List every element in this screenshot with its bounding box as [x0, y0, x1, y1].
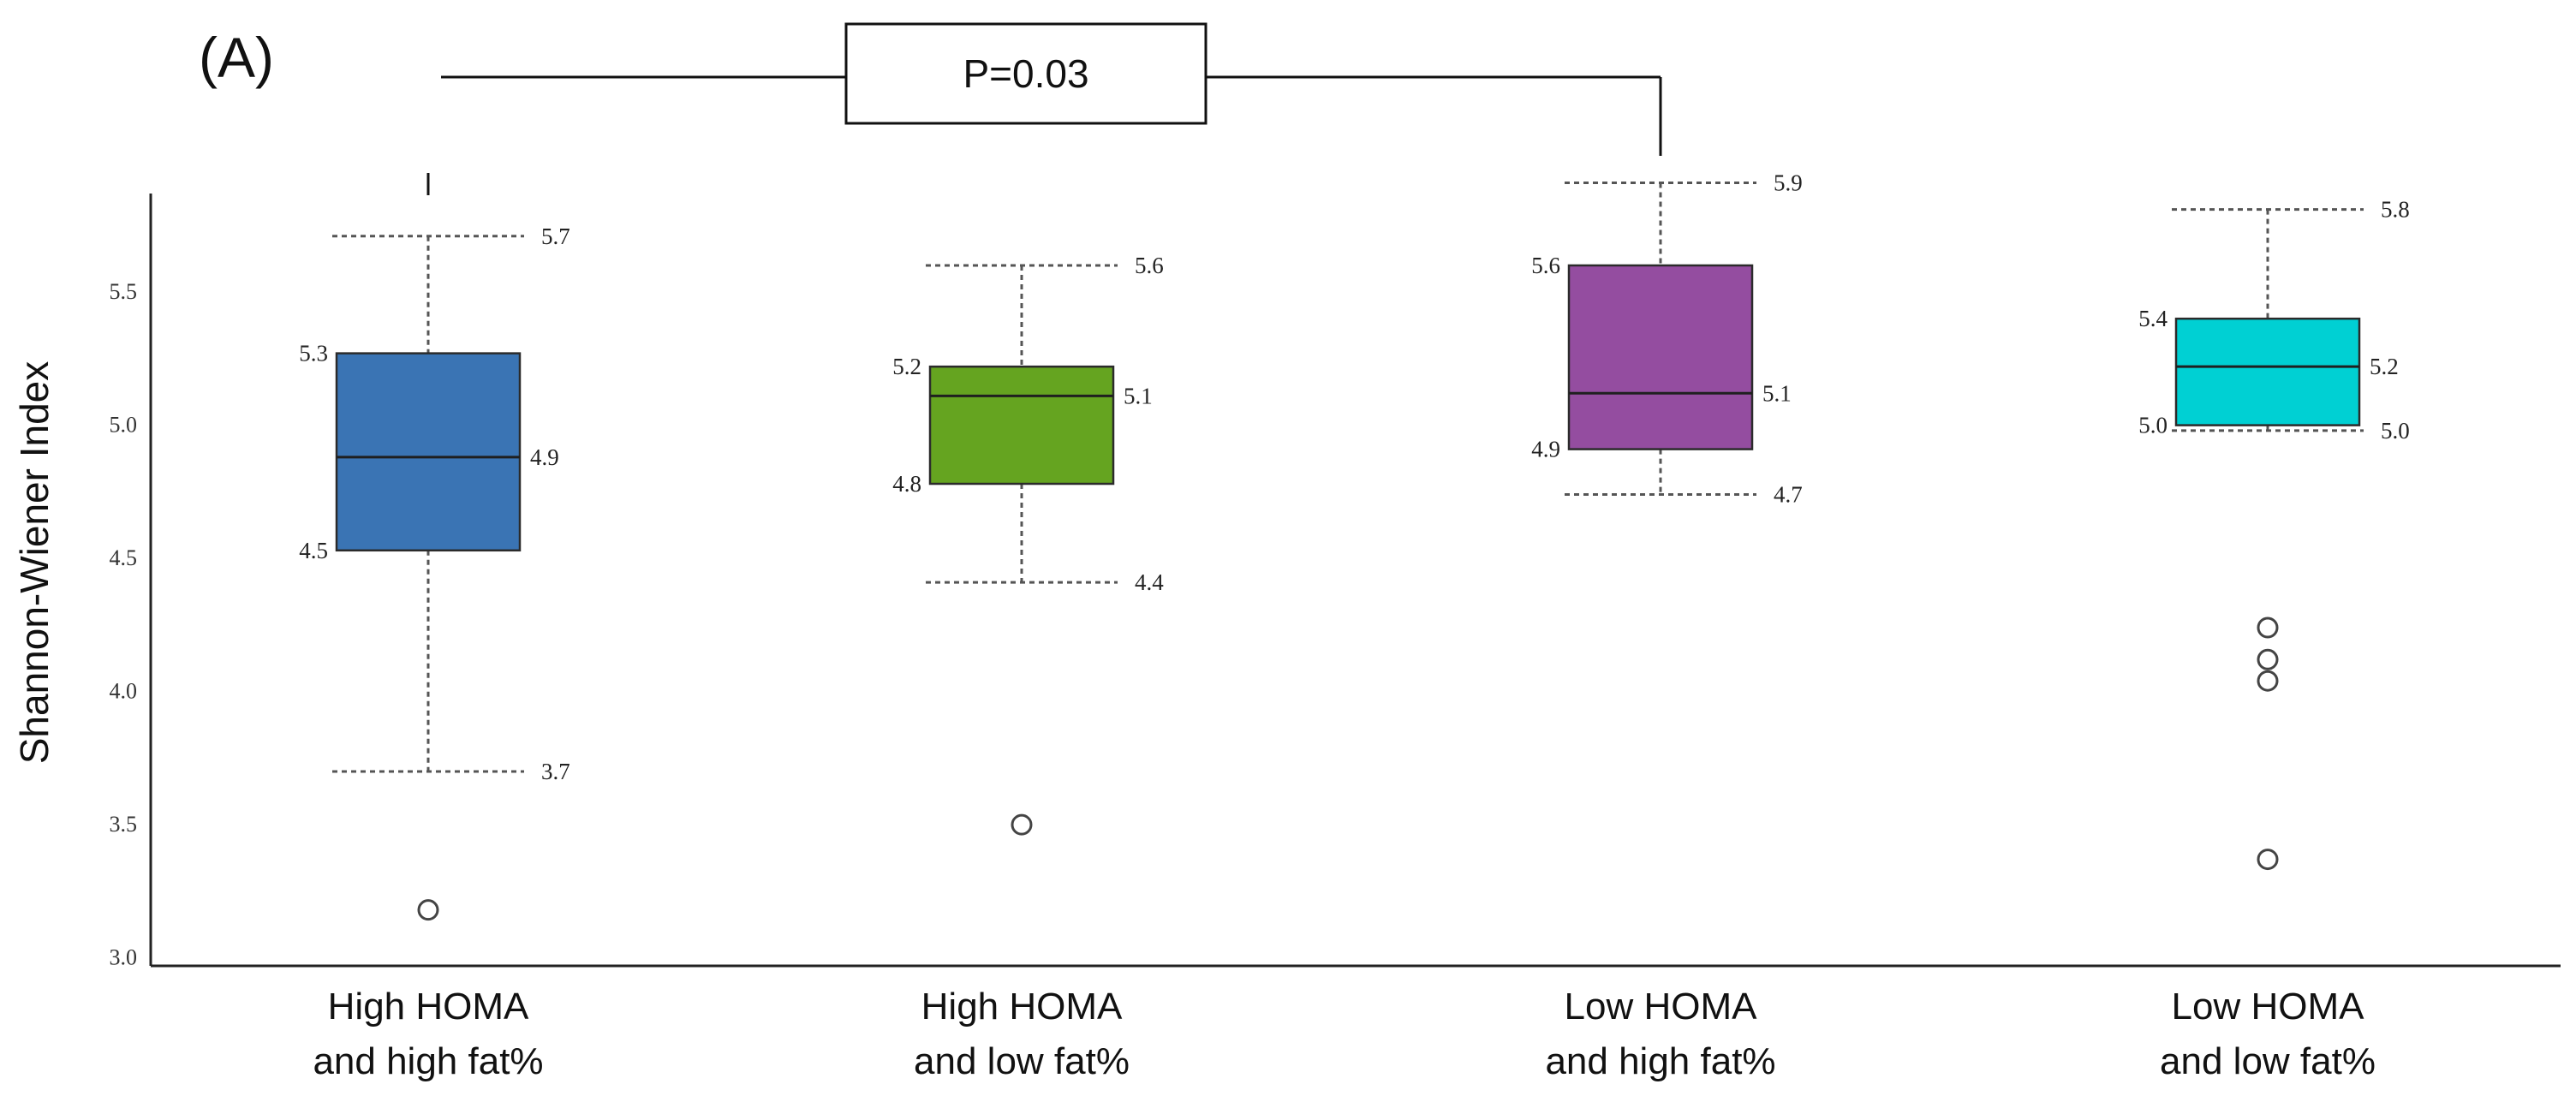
box-group: 5.6 5.2 5.1 4.8 4.4 High HOMA and low fat%	[892, 253, 1164, 1082]
label-whisker-high: 5.6	[1135, 253, 1164, 278]
outlier-point	[2257, 617, 2279, 639]
x-category-label: and high fat%	[313, 1040, 543, 1082]
annotations: P=0.03	[426, 22, 1662, 195]
y-tick-label: 3.5	[110, 812, 138, 837]
panel-label: (A)	[199, 26, 274, 89]
label-q1: 5.0	[2138, 413, 2168, 438]
x-category-label: and high fat%	[1545, 1040, 1775, 1082]
y-tick-label: 4.0	[110, 679, 138, 704]
label-median: 5.1	[1762, 380, 1792, 406]
p-value-label: P=0.03	[963, 51, 1088, 96]
x-category-label: High HOMA	[921, 986, 1123, 1028]
axes: 3.0 3.5 4.0 4.5 5.0 5.5	[110, 194, 2561, 970]
iqr-box	[2174, 317, 2361, 426]
label-whisker-high: 5.8	[2381, 197, 2410, 223]
p-value-box	[844, 22, 1208, 125]
label-q3: 5.4	[2138, 306, 2168, 331]
boxes: 5.7 5.3 4.9 4.5 3.7 High HOMA and high fat% 5.6…	[299, 170, 2410, 1082]
label-whisker-low: 3.7	[541, 759, 570, 784]
box-group: 5.9 5.6 5.1 4.9 4.7 Low HOMA and high fat%	[1531, 170, 1803, 1082]
outlier-point	[2257, 849, 2279, 871]
outlier-point	[417, 899, 439, 921]
x-category-label: Low HOMA	[1565, 986, 1758, 1028]
label-median: 4.9	[530, 444, 559, 470]
y-tick-label: 5.0	[110, 413, 138, 438]
x-category-label: Low HOMA	[2172, 986, 2365, 1028]
outlier-point	[2257, 670, 2279, 692]
iqr-box	[928, 365, 1115, 485]
y-tick-label: 4.5	[110, 545, 138, 570]
label-q1: 4.5	[299, 538, 328, 563]
label-whisker-low: 4.4	[1135, 569, 1164, 595]
outlier-point	[2257, 648, 2279, 670]
label-whisker-low: 4.7	[1774, 481, 1803, 507]
iqr-box	[335, 352, 522, 552]
label-q3: 5.6	[1531, 253, 1560, 278]
iqr-box	[1567, 264, 1754, 450]
outlier-point	[1011, 813, 1033, 836]
label-median: 5.2	[2370, 354, 2399, 379]
y-tick-label: 3.0	[110, 945, 138, 970]
y-axis-title: Shannon-Wiener Index	[12, 361, 57, 765]
label-whisker-high: 5.9	[1774, 170, 1803, 196]
label-whisker-low: 5.0	[2381, 418, 2410, 444]
label-q3: 5.2	[892, 354, 921, 379]
y-tick-label: 5.5	[110, 279, 138, 304]
label-whisker-high: 5.7	[541, 223, 570, 249]
box-group: 5.8 5.4 5.2 5.0 5.0 Low HOMA and low fat%	[2138, 197, 2410, 1082]
label-q1: 4.8	[892, 471, 921, 497]
x-category-label: and low fat%	[914, 1040, 1130, 1082]
x-category-label: and low fat%	[2160, 1040, 2376, 1082]
label-median: 5.1	[1124, 383, 1153, 408]
box-group: 5.7 5.3 4.9 4.5 3.7 High HOMA and high fat%	[299, 223, 570, 1082]
label-q1: 4.9	[1531, 437, 1560, 462]
x-category-label: High HOMA	[328, 986, 529, 1028]
label-q3: 5.3	[299, 341, 328, 366]
